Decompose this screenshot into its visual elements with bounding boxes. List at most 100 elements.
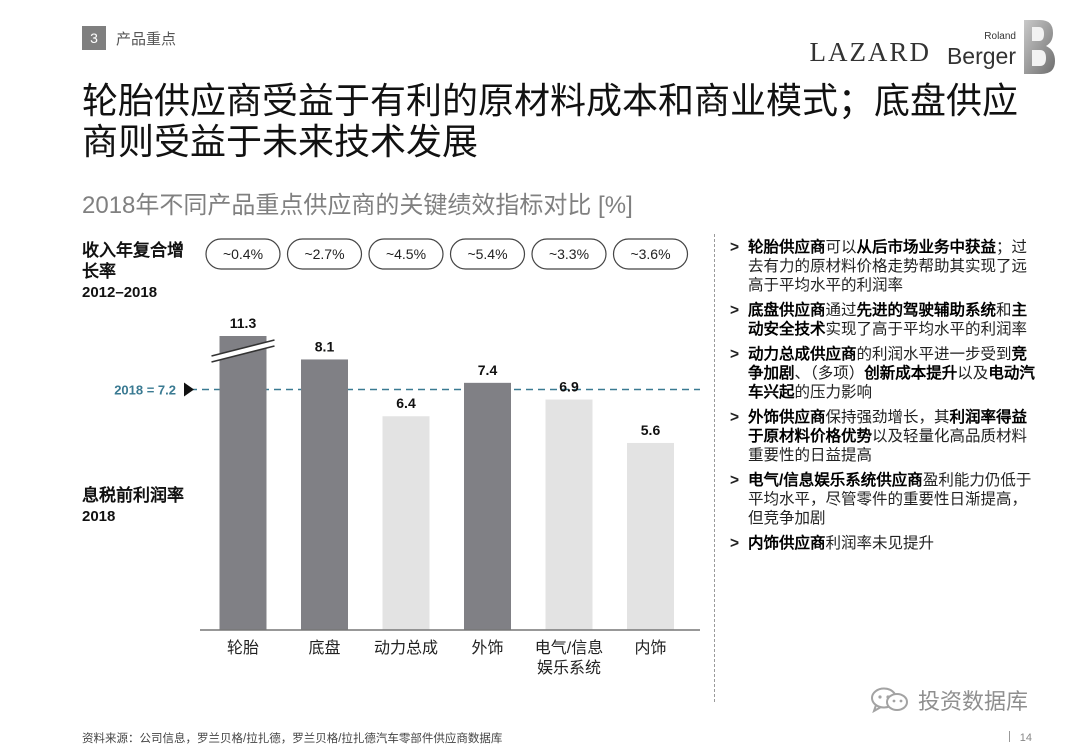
cagr-pill — [368, 238, 444, 270]
section-label: 产品重点 — [116, 30, 177, 48]
insight-bullet: > 动力总成供应商的利润水平进一步受到竞争加剧、（多项）创新成本提升以及电动汽车兴… — [728, 345, 1040, 402]
axis-break-line — [211, 339, 275, 357]
cagr-row-label: 收入年复合增 长率 2012–2018 — [82, 240, 184, 303]
insight-list: > 轮胎供应商可以从后市场业务中获益；过去有力的原材料价格走势帮助其实现了远高于平… — [728, 238, 1040, 559]
axis-break-line — [211, 345, 275, 363]
bullet-emphasis-text: 轮胎供应商 — [748, 239, 826, 256]
page-number: 14 — [1009, 731, 1032, 744]
cagr-label-line1: 收入年复合增 — [82, 241, 184, 260]
bullet-emphasis-text: 先进的驾驶辅助系统 — [856, 302, 997, 319]
category-label: 动力总成 — [374, 639, 438, 657]
column-divider — [714, 234, 715, 702]
bullet-emphasis-text: 竞争加剧 — [748, 346, 1028, 382]
insight-bullet: > 内饰供应商利润率未见提升 — [728, 534, 1040, 553]
bar — [382, 416, 430, 630]
bar-value-label: 6.4 — [396, 395, 416, 411]
bullet-marker: > — [730, 535, 740, 552]
insight-bullet: > 外饰供应商保持强劲增长，其利润率得益于原材料价格优势以及轻量化高品质材料重要性… — [728, 408, 1040, 465]
bullet-text: 实现了高于平均水平的利润率 — [825, 321, 1028, 338]
bullet-text: 利润率未见提升 — [825, 535, 935, 552]
bar-value-label: 5.6 — [641, 422, 661, 438]
cagr-value: ~4.5% — [386, 246, 426, 262]
bar — [219, 336, 267, 630]
cagr-value: ~3.6% — [630, 246, 670, 262]
roland-text: Roland — [984, 31, 1016, 42]
roland-berger-b-mark-icon — [1024, 20, 1055, 74]
category-label: 内饰 — [634, 639, 666, 657]
cagr-pill — [286, 238, 363, 270]
bullet-marker: > — [730, 409, 740, 426]
bullet-text: 以及轻量化高品质材料重要性的日益提高 — [748, 428, 1028, 464]
cagr-pill — [531, 238, 607, 270]
bullet-text: 盈利能力仍低于平均水平，尽管零件的重要性日渐提高，但竞争加剧 — [748, 472, 1032, 527]
page-title: 轮胎供应商受益于有利的原材料成本和商业模式；底盘供应商则受益于未来技术发展 — [82, 80, 1019, 162]
bar — [627, 442, 674, 630]
bullet-text: 保持强劲增长，其 — [825, 409, 950, 426]
bar-value-label: 11.3 — [230, 315, 257, 331]
cagr-label-years: 2012–2018 — [82, 284, 158, 301]
lazard-logo: LAZARD — [809, 37, 931, 67]
bullet-emphasis-text: 从后市场业务中获益 — [856, 239, 997, 256]
section-number: 3 — [82, 26, 106, 50]
cagr-pill — [449, 238, 526, 270]
bullet-emphasis-text: 创新成本提升 — [864, 365, 958, 382]
insight-bullet: > 电气/信息娱乐系统供应商盈利能力仍低于平均水平，尽管零件的重要性日渐提高，但竞… — [728, 471, 1040, 528]
insight-bullet: > 底盘供应商通过先进的驾驶辅助系统和主动安全技术实现了高于平均水平的利润率 — [728, 301, 1040, 339]
bullet-text: ；过去有力的原材料价格走势帮助其实现了远高于平均水平的利润率 — [748, 239, 1028, 294]
cagr-label-line2: 长率 — [82, 262, 116, 281]
bullet-marker: > — [730, 346, 740, 363]
bullet-text: 和 — [996, 302, 1012, 319]
cagr-value: ~0.4% — [223, 246, 263, 262]
bullet-text: 的压力影响 — [794, 384, 873, 401]
cagr-pill — [612, 238, 689, 270]
bullet-emphasis-text: 外饰供应商 — [748, 409, 826, 426]
bullet-emphasis-text: 动力总成供应商 — [748, 346, 857, 363]
bullet-text: 可以 — [825, 239, 857, 256]
bullet-emphasis-text: 电气/信息娱乐系统供应商 — [748, 472, 923, 489]
bar — [301, 359, 348, 630]
bullet-marker: > — [730, 302, 740, 319]
roland-berger-logo: Roland Berger — [946, 31, 1016, 70]
bullet-emphasis-text: 利润率得益于原材料价格优势 — [748, 409, 1028, 445]
bullet-marker: > — [730, 472, 740, 489]
bar-value-label: 6.9 — [559, 379, 579, 395]
logo-group: LAZARD Roland Berger — [809, 18, 1056, 76]
bullet-text: 通过 — [825, 302, 857, 319]
bullet-emphasis-text: 内饰供应商 — [748, 535, 826, 552]
bar-value-label: 8.1 — [315, 338, 335, 354]
bullet-emphasis-text: 底盘供应商 — [748, 302, 826, 319]
cagr-value: ~2.7% — [304, 246, 344, 262]
bullet-text: 以及 — [957, 365, 989, 382]
reference-line-label: 2018 = 7.2 — [114, 383, 176, 398]
category-label: 电气/信息 — [535, 639, 603, 657]
axis-break-gap — [213, 340, 273, 362]
bar-value-label: 7.4 — [478, 362, 498, 378]
category-label: 娱乐系统 — [537, 659, 601, 677]
ebit-label-years: 2018 — [82, 508, 116, 525]
chart-subtitle: 2018年不同产品重点供应商的关键绩效指标对比 [%] — [82, 192, 633, 219]
source-note: 资料来源：公司信息，罗兰贝格/拉扎德，罗兰贝格/拉扎德汽车零部件供应商数据库 — [82, 733, 503, 745]
ebit-row-label: 息税前利润率 2018 — [82, 485, 184, 527]
watermark-text: 投资数据库 — [918, 689, 1029, 714]
category-label: 轮胎 — [227, 639, 259, 657]
bullet-emphasis-text: 电动汽车兴起 — [748, 365, 1035, 401]
bar — [545, 399, 593, 630]
cagr-value: ~5.4% — [467, 246, 507, 262]
bullet-text: 的利润水平进一步受到 — [856, 346, 1012, 363]
watermark: 投资数据库 — [870, 684, 1028, 716]
reference-arrow-icon — [184, 382, 194, 397]
cagr-value: ~3.3% — [549, 246, 589, 262]
cagr-pill — [205, 238, 281, 270]
insight-bullet: > 轮胎供应商可以从后市场业务中获益；过去有力的原材料价格走势帮助其实现了远高于平… — [728, 238, 1040, 295]
section-tag: 3 产品重点 — [82, 26, 176, 50]
bullet-text: 、（多项） — [794, 365, 865, 382]
berger-text: Berger — [946, 43, 1016, 69]
bullet-emphasis-text: 主动安全技术 — [748, 302, 1028, 338]
category-label: 外饰 — [471, 639, 503, 657]
wechat-icon — [871, 687, 908, 713]
bullet-marker: > — [730, 239, 740, 256]
ebit-label-line1: 息税前利润率 — [82, 486, 184, 505]
bar — [464, 382, 511, 630]
category-label: 底盘 — [308, 638, 340, 657]
